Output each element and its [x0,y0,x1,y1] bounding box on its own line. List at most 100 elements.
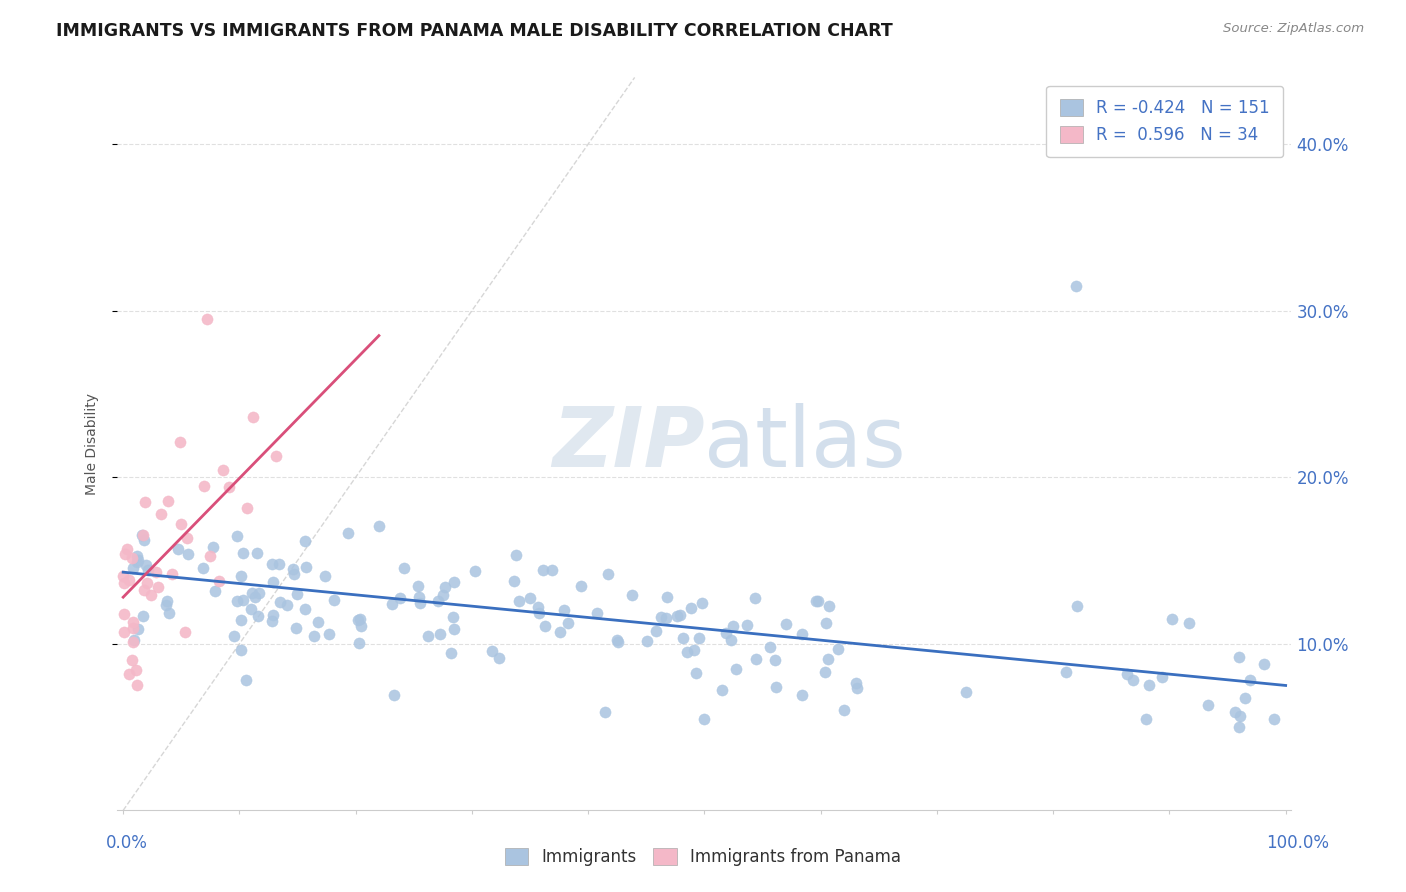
Point [145,565,167,579]
Point [242,410,264,425]
Point [765,680,787,694]
Point [720,633,742,648]
Point [775,617,797,632]
Point [156,594,179,608]
Point [191,561,214,575]
Point [804,594,827,608]
Point [384,688,406,702]
Point [269,558,291,572]
Point [134,583,156,598]
Point [440,646,463,660]
Point [408,591,430,605]
Point [295,559,318,574]
Point [745,652,768,666]
Point [294,534,316,549]
Point [1233,691,1256,706]
Point [264,450,287,464]
Point [283,562,305,576]
Point [488,650,510,665]
Point [527,599,550,614]
Point [443,574,465,589]
Point [593,705,616,719]
Point [1066,599,1088,613]
Point [845,681,868,695]
Point [136,564,159,578]
Point [218,480,240,494]
Point [818,599,841,614]
Point [146,580,169,594]
Legend: R = -0.424   N = 151, R =  0.596   N = 34: R = -0.424 N = 151, R = 0.596 N = 34 [1046,86,1284,157]
Point [845,676,868,690]
Point [1178,616,1201,631]
Point [349,619,371,633]
Point [790,688,813,702]
Point [416,629,439,643]
Point [176,548,198,562]
Point [548,624,571,639]
Point [620,589,643,603]
Point [167,541,190,556]
Point [1161,612,1184,626]
Point [1227,650,1250,665]
Point [127,623,149,637]
Point [150,508,173,522]
Point [815,615,838,630]
Point [121,653,143,667]
Point [1116,667,1139,681]
Point [122,634,145,648]
Point [262,557,284,571]
Point [246,546,269,560]
Point [118,666,141,681]
Point [693,712,716,726]
Point [690,596,713,610]
Point [596,567,619,582]
Point [134,495,156,509]
Point [127,555,149,569]
Point [443,623,465,637]
Point [432,588,454,602]
Point [481,644,503,658]
Point [519,591,541,606]
Point [433,580,456,594]
Point [585,607,607,621]
Point [505,548,527,562]
Point [763,653,786,667]
Point [724,662,747,676]
Point [426,594,449,608]
Point [193,478,215,492]
Point [636,634,658,648]
Point [118,574,141,588]
Point [540,563,562,577]
Text: 0.0%: 0.0% [105,834,148,852]
Point [676,645,699,659]
Point [529,607,551,621]
Point [1054,665,1077,679]
Text: Source: ZipAtlas.com: Source: ZipAtlas.com [1223,22,1364,36]
Point [827,642,849,657]
Point [534,618,557,632]
Point [232,547,254,561]
Point [531,563,554,577]
Point [955,685,977,699]
Point [1223,705,1246,719]
Point [115,542,138,557]
Point [679,601,702,615]
Point [711,683,734,698]
Point [114,547,136,561]
Point [666,609,689,624]
Point [170,517,193,532]
Text: IMMIGRANTS VS IMMIGRANTS FROM PANAMA MALE DISABILITY CORRELATION CHART: IMMIGRANTS VS IMMIGRANTS FROM PANAMA MAL… [56,22,893,40]
Point [127,553,149,567]
Point [262,607,284,622]
Point [792,627,814,641]
Point [392,561,415,575]
Point [429,626,451,640]
Point [202,540,225,554]
Text: ZIP: ZIP [551,403,704,484]
Point [121,615,143,629]
Point [231,568,253,582]
Point [557,616,579,631]
Point [1239,673,1261,687]
Point [1263,712,1285,726]
Point [349,612,371,626]
